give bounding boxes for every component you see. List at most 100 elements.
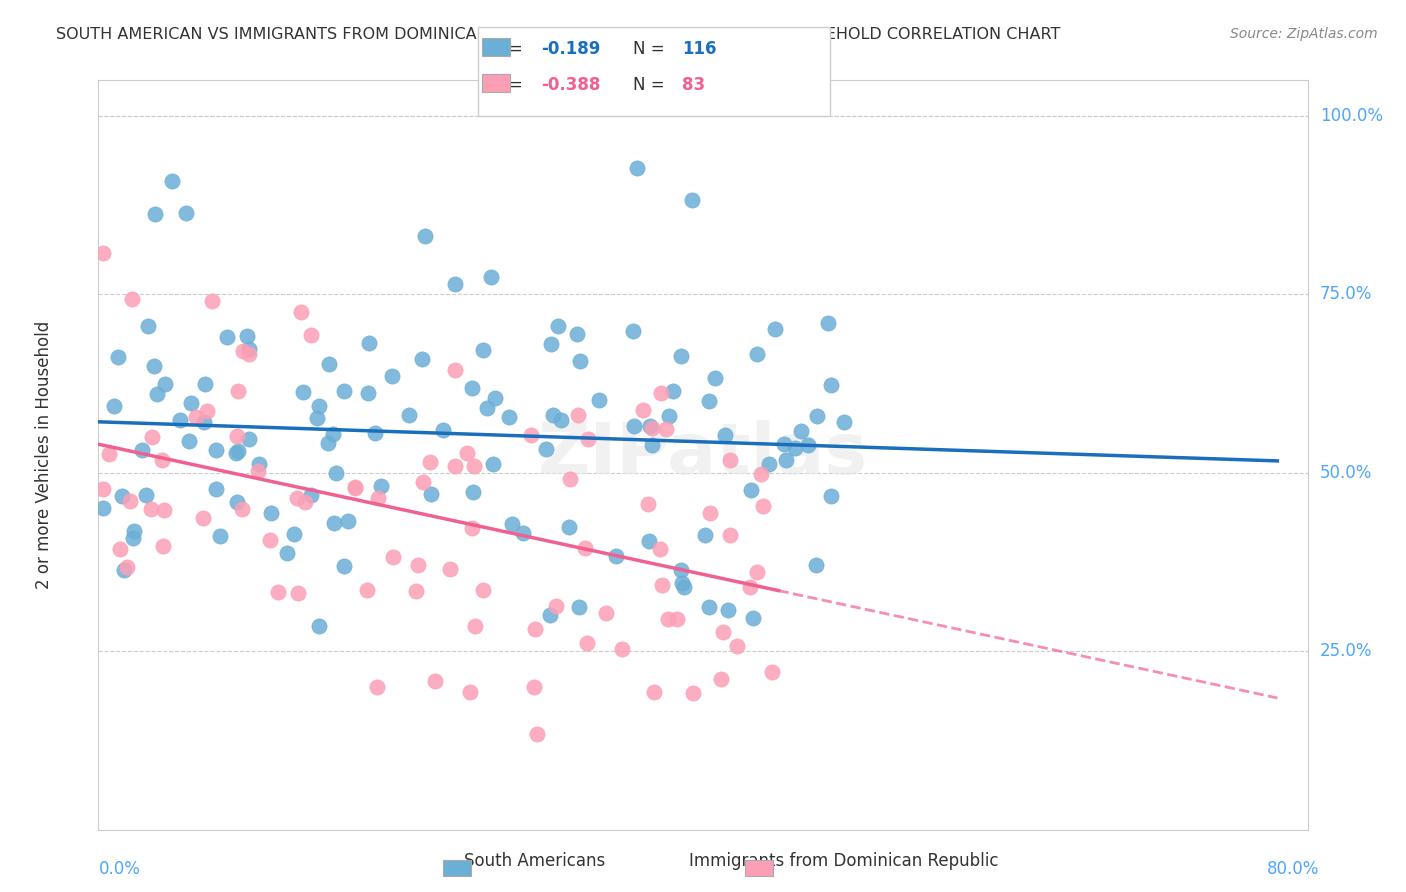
Point — [464, 619, 486, 633]
Point — [152, 539, 174, 553]
Point — [671, 349, 693, 363]
Point — [623, 418, 645, 433]
Text: 83: 83 — [682, 76, 704, 94]
Point — [817, 316, 839, 330]
Point — [412, 475, 434, 489]
Point — [235, 329, 257, 343]
Point — [775, 452, 797, 467]
Point — [131, 442, 153, 457]
Point — [135, 488, 157, 502]
Text: R =: R = — [492, 40, 529, 58]
Point — [749, 467, 772, 481]
Point — [444, 277, 467, 292]
Point — [141, 501, 163, 516]
Point — [482, 457, 505, 471]
Text: 25.0%: 25.0% — [1320, 642, 1372, 660]
Point — [364, 425, 387, 440]
Point — [398, 408, 420, 422]
Point — [512, 526, 534, 541]
Point — [682, 686, 704, 700]
Point — [806, 409, 828, 423]
Point — [565, 327, 588, 342]
Point — [501, 517, 523, 532]
Point — [226, 429, 249, 443]
Point — [143, 359, 166, 374]
Point — [432, 423, 454, 437]
Point — [325, 466, 347, 480]
Point — [711, 625, 734, 640]
Point — [523, 680, 546, 694]
Point — [205, 482, 228, 496]
Point — [658, 409, 681, 423]
Point — [832, 416, 855, 430]
Point — [631, 403, 654, 417]
Point — [366, 680, 388, 694]
Point — [568, 600, 591, 615]
Point — [370, 479, 392, 493]
Point — [540, 336, 562, 351]
Point — [191, 511, 214, 525]
Point — [413, 229, 436, 244]
Point — [226, 384, 249, 398]
Point — [121, 531, 143, 545]
Point — [337, 514, 360, 528]
Point — [718, 453, 741, 467]
Text: -0.388: -0.388 — [541, 76, 600, 94]
Point — [558, 519, 581, 533]
Point — [742, 611, 765, 625]
Point — [738, 580, 761, 594]
Point — [444, 363, 467, 377]
Point — [655, 422, 678, 436]
Text: N =: N = — [633, 76, 669, 94]
Point — [112, 563, 135, 577]
Point — [169, 413, 191, 427]
Point — [763, 321, 786, 335]
Point — [463, 459, 485, 474]
Point — [209, 529, 232, 543]
Text: -0.189: -0.189 — [541, 40, 600, 58]
Point — [322, 427, 344, 442]
Point — [605, 549, 627, 563]
Point — [344, 481, 367, 495]
Point — [758, 457, 780, 471]
Point — [103, 399, 125, 413]
Point — [651, 578, 673, 592]
Point — [699, 506, 721, 520]
Point — [308, 619, 330, 633]
Point — [472, 583, 495, 598]
Point — [411, 351, 433, 366]
Point — [576, 636, 599, 650]
Point — [405, 584, 427, 599]
Point — [420, 487, 443, 501]
Text: South Americans: South Americans — [464, 852, 605, 870]
Point — [238, 343, 260, 357]
Point — [671, 575, 693, 590]
Point — [381, 549, 404, 564]
Point — [145, 387, 167, 401]
Text: 2 or more Vehicles in Household: 2 or more Vehicles in Household — [35, 321, 53, 589]
Point — [538, 607, 561, 622]
Point — [697, 394, 720, 409]
Text: R =: R = — [492, 76, 529, 94]
Text: 100.0%: 100.0% — [1320, 107, 1382, 125]
Point — [120, 493, 142, 508]
Point — [367, 491, 389, 505]
Point — [423, 673, 446, 688]
Point — [194, 376, 217, 391]
Point — [820, 489, 842, 503]
Point — [621, 324, 644, 338]
Point — [357, 385, 380, 400]
Point — [267, 585, 290, 599]
Point — [439, 562, 461, 576]
Point — [225, 446, 247, 460]
Point — [703, 370, 725, 384]
Point — [307, 411, 329, 425]
Point — [323, 516, 346, 530]
Point — [247, 457, 270, 471]
Point — [226, 494, 249, 508]
Point — [718, 528, 741, 542]
Point — [693, 527, 716, 541]
Point — [578, 432, 600, 446]
Point — [745, 346, 768, 360]
Point — [333, 384, 356, 399]
